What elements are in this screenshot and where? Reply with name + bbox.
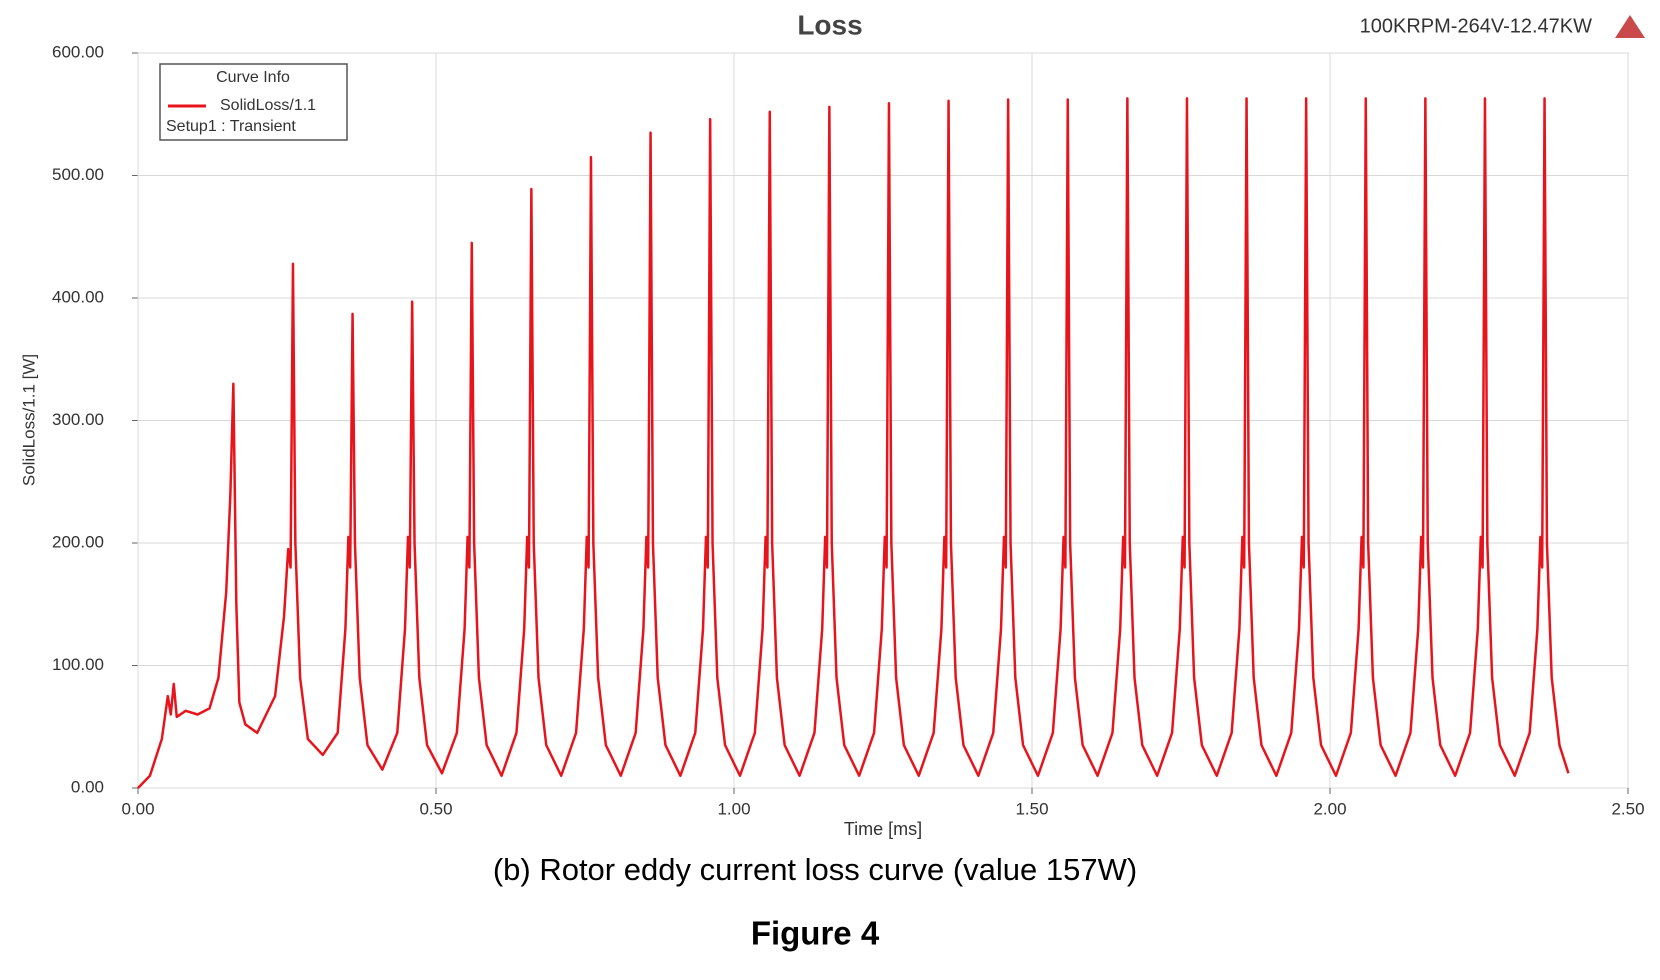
legend-title: Curve Info — [216, 69, 290, 86]
x-axis-label: Time [ms] — [844, 819, 922, 839]
legend-note: Setup1 : Transient — [166, 118, 296, 135]
x-tick-label: 0.50 — [419, 799, 452, 818]
y-tick-label: 100.00 — [52, 655, 104, 674]
x-tick-label: 0.00 — [121, 799, 154, 818]
x-tick-label: 2.50 — [1611, 799, 1644, 818]
chart-subtitle: 100KRPM-264V-12.47KW — [1360, 15, 1592, 37]
y-tick-label: 300.00 — [52, 410, 104, 429]
figure-label: Figure 4 — [751, 915, 880, 952]
x-tick-label: 2.00 — [1313, 799, 1346, 818]
line — [137, 97, 1570, 789]
y-tick-label: 0.00 — [71, 777, 104, 796]
legend-label: SolidLoss/1.1 — [220, 97, 316, 114]
y-tick-label: 500.00 — [52, 165, 104, 184]
y-tick-label: 600.00 — [52, 42, 104, 61]
y-tick-label: 400.00 — [52, 287, 104, 306]
y-axis-label: SolidLoss/1.1 [W] — [19, 354, 38, 486]
caption: (b) Rotor eddy current loss curve (value… — [493, 852, 1137, 887]
legend-box — [159, 63, 348, 141]
y-tick-label: 200.00 — [52, 532, 104, 551]
chart-title: Loss — [797, 9, 862, 40]
logo — [1615, 15, 1645, 38]
x-tick-label: 1.50 — [1015, 799, 1048, 818]
x-tick-label: 1.00 — [717, 799, 750, 818]
